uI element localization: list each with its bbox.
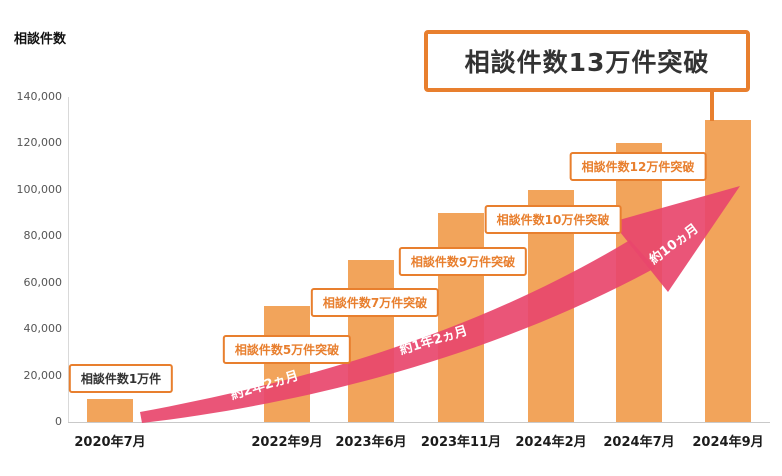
growth-arrow-body bbox=[140, 240, 655, 423]
x-axis-line bbox=[68, 422, 770, 423]
bar-2024年9月 bbox=[705, 120, 751, 422]
y-axis-title: 相談件数 bbox=[14, 32, 67, 47]
milestone-callout: 相談件数5万件突破 bbox=[222, 335, 352, 364]
milestone-callout: 相談件数9万件突破 bbox=[398, 247, 528, 276]
x-tick-label: 2024年7月 bbox=[603, 435, 675, 450]
x-tick-label: 2023年11月 bbox=[420, 435, 502, 450]
milestone-callout: 相談件数1万件 bbox=[68, 364, 174, 393]
chart-title-box: 相談件数13万件突破 bbox=[424, 30, 750, 92]
x-tick-label: 2020年7月 bbox=[74, 435, 146, 450]
milestone-callout: 相談件数10万件突破 bbox=[484, 205, 622, 234]
x-tick-label: 2024年2月 bbox=[515, 435, 587, 450]
y-tick-label: 20,000 bbox=[23, 368, 63, 382]
y-tick-label: 80,000 bbox=[23, 229, 63, 243]
x-tick-label: 2024年9月 bbox=[692, 435, 764, 450]
bar-2023年6月 bbox=[348, 259, 394, 422]
bar-2024年7月 bbox=[616, 143, 662, 422]
bar-2020年7月 bbox=[87, 398, 133, 422]
milestone-callout: 相談件数7万件突破 bbox=[310, 288, 440, 317]
title-connector-line bbox=[710, 92, 714, 121]
bar-2023年11月 bbox=[438, 213, 484, 422]
x-tick-label: 2023年6月 bbox=[335, 435, 407, 450]
y-tick-label: 60,000 bbox=[23, 275, 63, 289]
y-tick-label: 140,000 bbox=[16, 90, 63, 103]
y-tick-label: 40,000 bbox=[23, 322, 63, 336]
x-tick-label: 2022年9月 bbox=[251, 435, 323, 450]
y-tick-label: 100,000 bbox=[16, 182, 63, 196]
y-axis-line bbox=[68, 97, 69, 422]
y-tick-label: 120,000 bbox=[16, 136, 63, 150]
chart-title: 相談件数13万件突破 bbox=[464, 48, 710, 77]
y-tick-label: 0 bbox=[55, 415, 62, 428]
milestone-callout: 相談件数12万件突破 bbox=[569, 152, 707, 181]
